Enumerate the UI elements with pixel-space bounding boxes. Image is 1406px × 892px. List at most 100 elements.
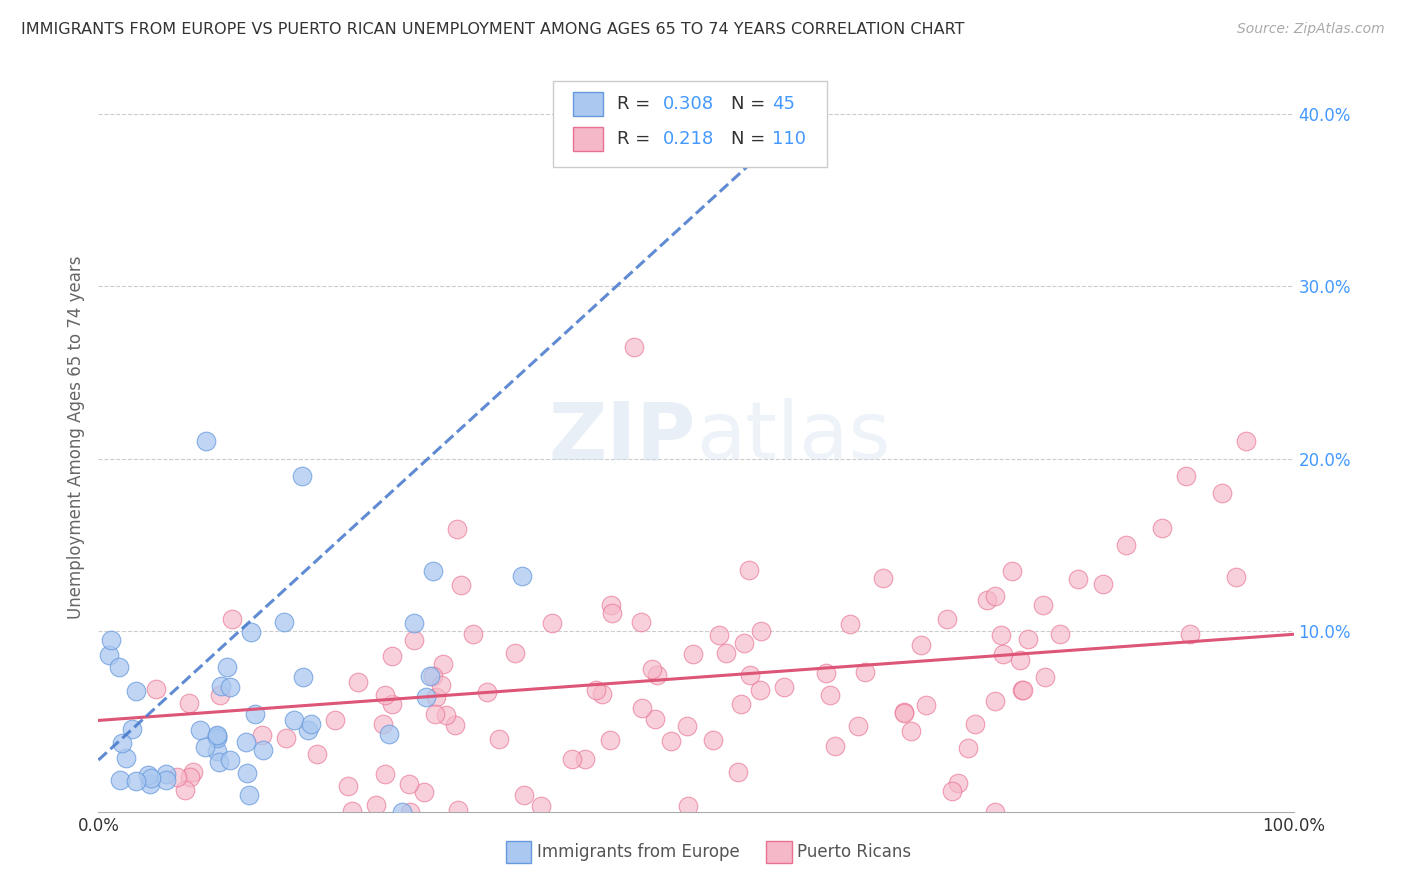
Point (737, 563, 759, 577)
Point (218, 753, 240, 767)
Point (374, 767, 396, 781)
Point (398, 776, 420, 790)
Point (984, 694, 1007, 708)
Point (136, 768, 159, 782)
Point (378, 727, 401, 741)
Point (1211, 486, 1233, 500)
Point (941, 784, 963, 798)
Point (748, 683, 770, 698)
Point (181, 765, 204, 780)
Point (381, 648, 404, 663)
Point (100, 633, 122, 648)
Point (155, 767, 177, 781)
Text: R =: R = (617, 95, 657, 113)
Point (274, 731, 297, 745)
Point (391, 805, 413, 819)
Point (108, 660, 131, 674)
Point (340, 804, 363, 818)
Text: N =: N = (731, 130, 770, 148)
Point (623, 340, 645, 354)
Point (477, 685, 499, 699)
Point (824, 739, 846, 754)
Point (946, 775, 969, 789)
Point (208, 755, 231, 769)
Text: 0.218: 0.218 (662, 130, 714, 148)
Point (846, 719, 869, 733)
Point (1234, 434, 1257, 449)
Point (443, 718, 465, 732)
Point (347, 674, 370, 689)
Point (252, 728, 274, 742)
Text: atlas: atlas (696, 398, 890, 476)
Point (188, 723, 211, 737)
Point (675, 719, 697, 733)
Point (1049, 627, 1071, 641)
Point (733, 636, 755, 650)
Point (991, 647, 1014, 661)
Point (984, 590, 1007, 604)
Point (965, 717, 987, 731)
Point (591, 687, 613, 701)
Point (1017, 632, 1039, 646)
Point (291, 468, 314, 483)
Point (291, 670, 314, 684)
Point (221, 612, 243, 626)
Point (709, 628, 731, 642)
Point (838, 617, 860, 632)
Point (599, 733, 621, 747)
Point (983, 805, 1005, 819)
Point (139, 777, 162, 791)
Point (513, 788, 536, 802)
FancyBboxPatch shape (572, 93, 603, 116)
Point (205, 728, 228, 742)
Point (893, 706, 915, 720)
Point (430, 678, 453, 692)
Point (193, 739, 215, 754)
Point (1067, 572, 1090, 586)
Text: Immigrants from Europe: Immigrants from Europe (537, 843, 740, 861)
Point (738, 668, 761, 682)
Point (283, 714, 305, 728)
Point (730, 697, 752, 711)
Point (1033, 669, 1056, 683)
Point (488, 732, 510, 747)
Point (1001, 564, 1024, 578)
Point (976, 593, 998, 607)
Point (374, 688, 396, 702)
Point (299, 717, 322, 731)
Point (98, 648, 121, 663)
Point (641, 662, 664, 676)
Point (503, 646, 526, 660)
Point (422, 669, 444, 683)
Point (574, 752, 596, 766)
Point (512, 569, 534, 583)
Text: Source: ZipAtlas.com: Source: ZipAtlas.com (1237, 22, 1385, 37)
Point (205, 743, 228, 757)
Point (371, 717, 394, 731)
Text: 110: 110 (772, 130, 807, 148)
Point (645, 668, 668, 682)
Point (910, 639, 932, 653)
Point (530, 798, 553, 813)
Point (419, 668, 441, 682)
Point (413, 785, 436, 799)
Point (425, 690, 447, 705)
Point (422, 564, 444, 578)
Point (236, 766, 259, 780)
Point (110, 772, 132, 787)
Point (381, 698, 404, 712)
Point (243, 707, 266, 722)
Point (450, 578, 472, 592)
Point (207, 731, 229, 745)
Point (853, 665, 876, 679)
Text: Puerto Ricans: Puerto Ricans (797, 843, 911, 861)
Point (818, 688, 841, 702)
Text: R =: R = (617, 130, 657, 148)
Point (872, 571, 894, 585)
Point (323, 713, 346, 727)
Point (415, 690, 437, 704)
Point (399, 805, 422, 819)
Text: ZIP: ZIP (548, 398, 696, 476)
Point (1115, 538, 1137, 552)
Point (432, 657, 454, 672)
